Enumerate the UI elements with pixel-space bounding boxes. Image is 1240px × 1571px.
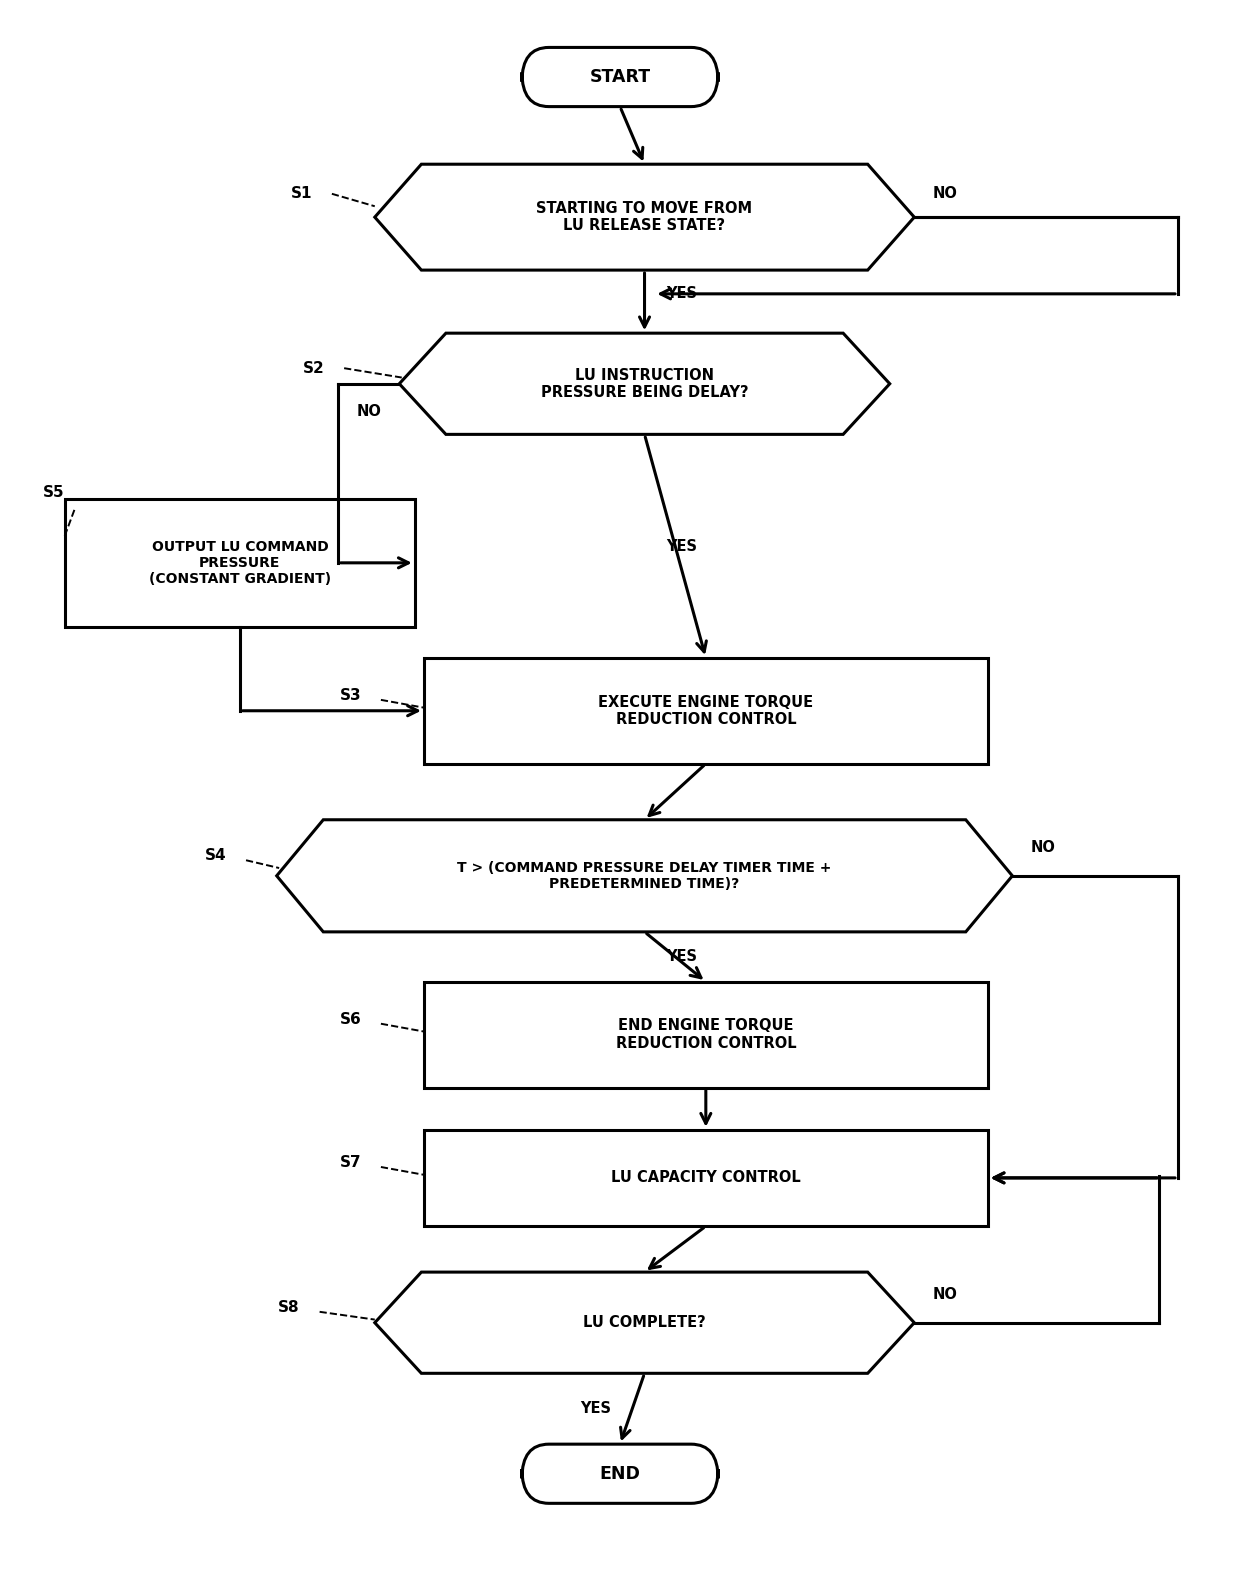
Text: NO: NO [356, 404, 381, 419]
Bar [66, 500, 414, 627]
Bar [424, 1130, 988, 1225]
Text: S1: S1 [290, 187, 312, 201]
Polygon shape [374, 165, 914, 270]
Text: T > (COMMAND PRESSURE DELAY TIMER TIME +
PREDETERMINED TIME)?: T > (COMMAND PRESSURE DELAY TIMER TIME +… [458, 861, 832, 891]
Polygon shape [374, 1273, 914, 1373]
Text: NO: NO [932, 1287, 957, 1302]
Bar [424, 658, 988, 764]
Text: LU CAPACITY CONTROL: LU CAPACITY CONTROL [611, 1170, 801, 1186]
Bar [424, 982, 988, 1087]
Text: LU INSTRUCTION
PRESSURE BEING DELAY?: LU INSTRUCTION PRESSURE BEING DELAY? [541, 368, 748, 401]
Text: NO: NO [1030, 840, 1055, 855]
Text: S3: S3 [340, 688, 361, 702]
FancyBboxPatch shape [522, 47, 718, 107]
Text: S6: S6 [340, 1012, 361, 1026]
Text: YES: YES [666, 949, 697, 965]
Text: EXECUTE ENGINE TORQUE
REDUCTION CONTROL: EXECUTE ENGINE TORQUE REDUCTION CONTROL [598, 694, 813, 727]
Text: STARTING TO MOVE FROM
LU RELEASE STATE?: STARTING TO MOVE FROM LU RELEASE STATE? [537, 201, 753, 234]
Text: END ENGINE TORQUE
REDUCTION CONTROL: END ENGINE TORQUE REDUCTION CONTROL [615, 1018, 796, 1051]
Text: S7: S7 [340, 1155, 361, 1170]
Text: OUTPUT LU COMMAND
PRESSURE
(CONSTANT GRADIENT): OUTPUT LU COMMAND PRESSURE (CONSTANT GRA… [149, 539, 331, 586]
Text: S4: S4 [205, 848, 226, 862]
Polygon shape [277, 820, 1012, 932]
Text: START: START [589, 68, 651, 86]
Text: YES: YES [666, 286, 697, 302]
Text: LU COMPLETE?: LU COMPLETE? [583, 1315, 706, 1331]
Text: S5: S5 [42, 485, 64, 500]
Text: YES: YES [580, 1401, 611, 1415]
Text: END: END [600, 1464, 640, 1483]
Polygon shape [399, 333, 890, 434]
FancyBboxPatch shape [522, 1444, 718, 1503]
Text: S2: S2 [303, 361, 325, 375]
Text: NO: NO [932, 187, 957, 201]
Text: YES: YES [666, 539, 697, 553]
Text: S8: S8 [278, 1299, 300, 1315]
